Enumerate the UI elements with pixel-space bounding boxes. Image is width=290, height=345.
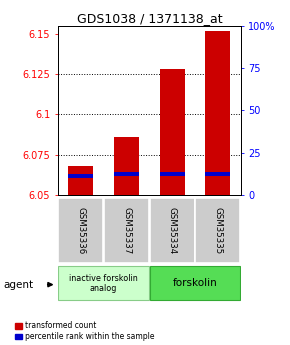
Text: GSM35337: GSM35337 [122,207,131,254]
Bar [160,172,185,176]
Bar [68,174,93,178]
Bar [160,69,185,195]
Text: inactive forskolin
analog: inactive forskolin analog [69,274,138,293]
Text: GSM35336: GSM35336 [76,207,85,254]
Text: GSM35334: GSM35334 [168,207,177,254]
Bar [195,198,240,263]
Bar [58,266,149,300]
Text: agent: agent [3,280,33,289]
Text: forskolin: forskolin [173,278,218,288]
Title: GDS1038 / 1371138_at: GDS1038 / 1371138_at [77,12,222,25]
Bar [104,198,149,263]
Bar [150,266,240,300]
Legend: transformed count, percentile rank within the sample: transformed count, percentile rank withi… [15,321,155,341]
Bar [150,198,195,263]
Bar [205,172,231,176]
Bar [68,166,93,195]
Text: GSM35335: GSM35335 [213,207,222,254]
Bar [59,198,103,263]
Bar [114,172,139,176]
Bar [205,31,231,195]
Bar [114,137,139,195]
